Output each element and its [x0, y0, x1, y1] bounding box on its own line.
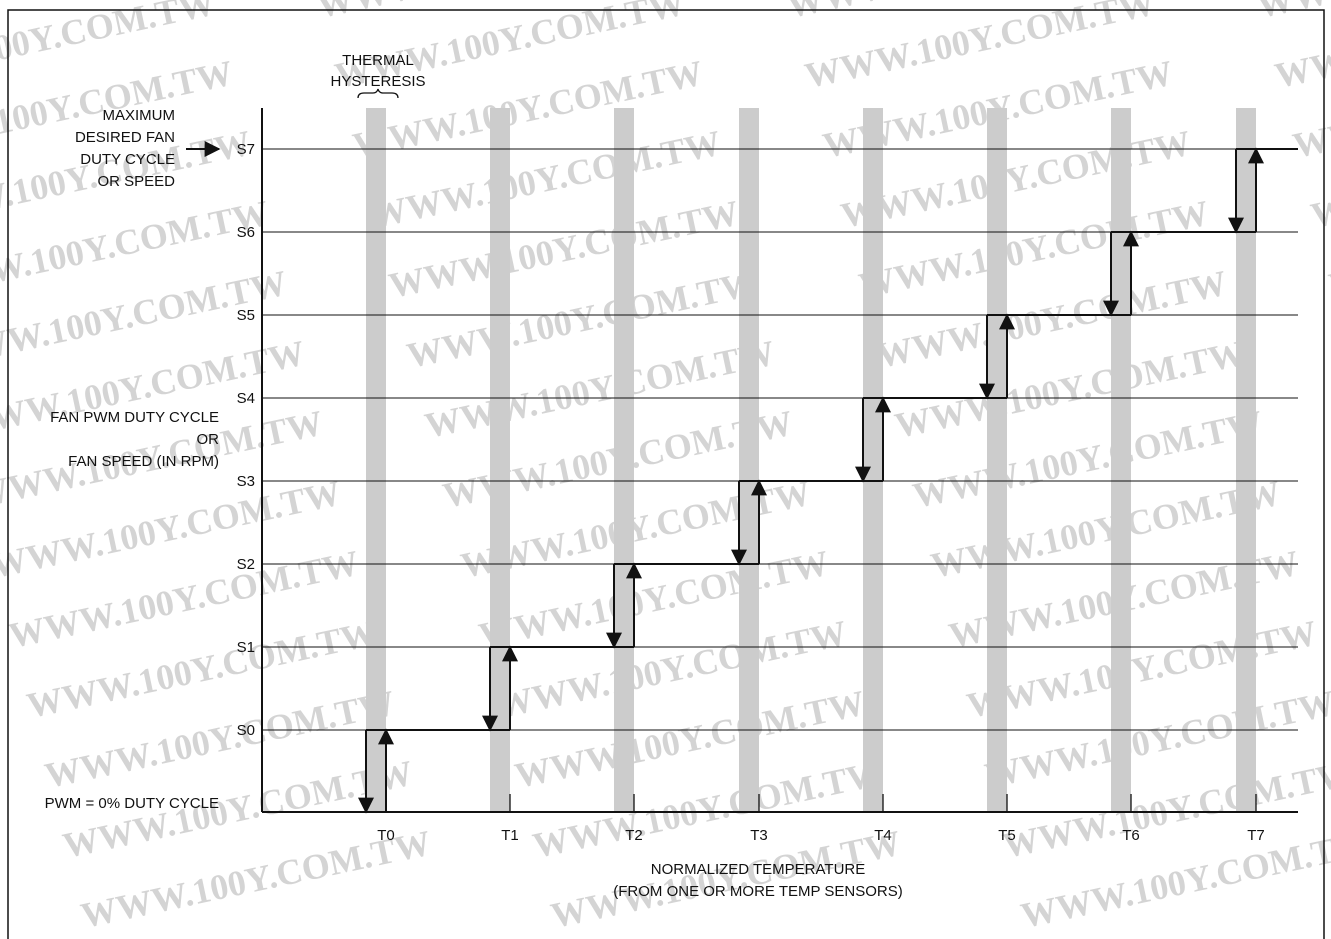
thermal-hysteresis-line2: HYSTERESIS: [330, 73, 425, 90]
max-fan-line3: DUTY CYCLE: [80, 151, 175, 168]
max-fan-line1: MAXIMUM: [103, 107, 176, 124]
y-axis-title-line3: FAN SPEED (IN RPM): [68, 453, 219, 470]
speed-label-s3: S3: [237, 473, 255, 490]
speed-label-s1: S1: [237, 639, 255, 656]
speed-label-s0: S0: [237, 722, 255, 739]
y-axis-title-line2: OR: [197, 431, 220, 448]
threshold-label-t1: T1: [501, 827, 519, 844]
y-axis-title-line1: FAN PWM DUTY CYCLE: [50, 409, 219, 426]
x-axis-title-line2: (FROM ONE OR MORE TEMP SENSORS): [613, 883, 902, 900]
hysteresis-band-7: [1236, 108, 1256, 812]
x-axis-title-line1: NORMALIZED TEMPERATURE: [651, 861, 865, 878]
pwm-zero-label: PWM = 0% DUTY CYCLE: [45, 795, 219, 812]
speed-label-s2: S2: [237, 556, 255, 573]
hysteresis-band-0: [366, 108, 386, 812]
threshold-label-t5: T5: [998, 827, 1016, 844]
hysteresis-band-6: [1111, 108, 1131, 812]
speed-label-s4: S4: [237, 390, 255, 407]
speed-label-s6: S6: [237, 224, 255, 241]
threshold-label-t2: T2: [625, 827, 643, 844]
threshold-label-t3: T3: [750, 827, 768, 844]
hysteresis-band-3: [739, 108, 759, 812]
speed-label-s5: S5: [237, 307, 255, 324]
thermal-hysteresis-line1: THERMAL: [342, 52, 414, 69]
speed-label-s7: S7: [237, 141, 255, 158]
max-fan-line2: DESIRED FAN: [75, 129, 175, 146]
hysteresis-band-1: [490, 108, 510, 812]
hysteresis-band-5: [987, 108, 1007, 812]
hysteresis-band-2: [614, 108, 634, 812]
max-fan-line4: OR SPEED: [97, 173, 175, 190]
threshold-label-t4: T4: [874, 827, 892, 844]
threshold-label-t6: T6: [1122, 827, 1140, 844]
hysteresis-band-4: [863, 108, 883, 812]
watermark-text: WWW.100Y.COM.TW: [1253, 0, 1331, 26]
threshold-label-t0: T0: [377, 827, 395, 844]
threshold-label-t7: T7: [1247, 827, 1265, 844]
